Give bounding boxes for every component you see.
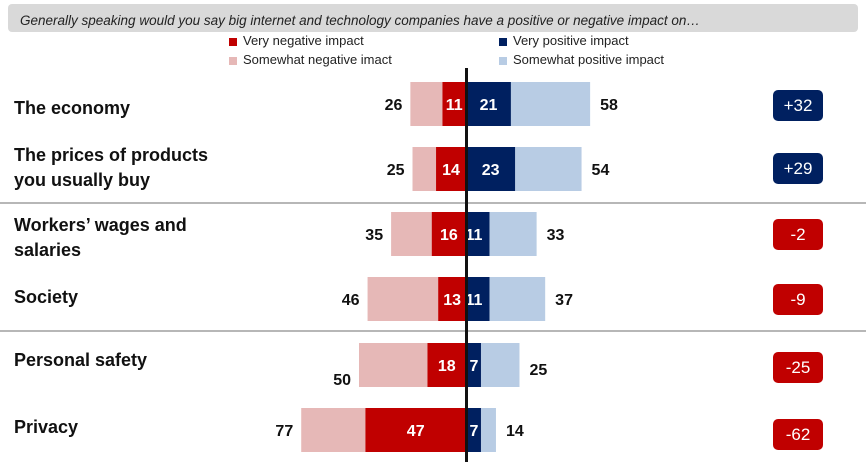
row-label-line: you usually buy [14,170,151,190]
total-positive-label: 54 [592,162,610,179]
net-score-badge: -25 [773,352,823,383]
row-label-personal-safety: Personal safety [14,348,234,373]
row-label-line: salaries [14,240,82,260]
bar-somewhat-positive [515,147,582,191]
value-label-very-positive: 7 [470,358,479,375]
row-label-line: Privacy [14,417,79,437]
bar-somewhat-negative [410,82,443,126]
row-label-line: Workers’ wages and [14,215,187,235]
bar-very-positive [466,343,481,387]
bar-very-negative [431,212,466,256]
value-label-very-positive: 21 [480,97,498,114]
bar-somewhat-positive [480,408,496,452]
center-axis-line [465,68,468,462]
value-label-very-positive: 11 [466,292,483,309]
row-label-privacy: Privacy [14,415,234,440]
total-negative-label: 77 [275,423,293,440]
bar-somewhat-negative [367,277,439,321]
legend-swatch-very-positive [499,38,507,46]
total-positive-label: 33 [547,227,565,244]
legend-swatch-very-negative [229,38,237,46]
bar-very-negative [436,147,466,191]
row-label-line: Society [14,287,79,307]
value-label-very-positive: 11 [466,227,483,244]
total-positive-label: 37 [555,292,573,309]
row-label-society: Society [14,285,234,310]
row-label-wages: Workers’ wages and salaries [14,213,234,263]
legend-very-positive: Very positive impact [513,33,629,48]
bar-somewhat-negative [391,212,432,256]
bar-very-negative [438,277,466,321]
question-banner: Generally speaking would you say big int… [8,4,858,32]
total-negative-label: 46 [342,292,360,309]
total-positive-label: 58 [600,97,618,114]
bar-very-negative [427,343,466,387]
net-score-badge: -9 [773,284,823,315]
value-label-very-positive: 7 [470,423,479,440]
group-separator [0,202,866,204]
value-label-very-negative: 14 [442,162,460,179]
net-score-badge: -62 [773,419,823,450]
row-label-line: Personal safety [14,350,148,370]
row-label-line: The economy [14,98,131,118]
row-label-economy: The economy [14,96,234,121]
total-negative-label: 35 [365,227,383,244]
bar-very-positive [466,408,481,452]
bar-very-negative [365,408,466,452]
legend-swatch-somewhat-negative [229,57,237,65]
net-score-badge: +32 [773,90,823,121]
bar-very-positive [466,82,511,126]
legend-swatch-somewhat-positive [499,57,507,65]
bar-somewhat-negative [412,147,437,191]
bar-very-positive [466,212,490,256]
bar-somewhat-negative [359,343,428,387]
total-negative-label: 26 [385,97,403,114]
value-label-very-negative: 16 [440,227,458,244]
value-label-very-negative: 18 [438,358,456,375]
net-score-badge: -2 [773,219,823,250]
total-positive-label: 25 [530,362,548,379]
bar-very-positive [466,147,516,191]
total-positive-label: 14 [506,423,524,440]
bar-somewhat-positive [480,343,520,387]
total-negative-label: 25 [387,162,405,179]
value-label-very-negative: 47 [407,423,425,440]
value-label-very-negative: 11 [446,97,463,114]
legend-somewhat-negative: Somewhat negative imact [243,52,392,67]
total-negative-label: 50 [333,372,351,389]
legend-very-negative: Very negative impact [243,33,364,48]
bar-somewhat-negative [301,408,366,452]
legend-somewhat-positive: Somewhat positive impact [513,52,665,67]
bar-somewhat-positive [489,212,537,256]
question-text: Generally speaking would you say big int… [20,13,700,28]
bar-somewhat-positive [510,82,591,126]
bar-very-positive [466,277,490,321]
row-label-line: The prices of products [14,145,209,165]
row-label-prices: The prices of products you usually buy [14,143,234,193]
net-score-badge: +29 [773,153,823,184]
group-separator [0,330,866,332]
bar-somewhat-positive [489,277,546,321]
bar-very-negative [442,82,466,126]
value-label-very-positive: 23 [482,162,500,179]
value-label-very-negative: 13 [443,292,461,309]
